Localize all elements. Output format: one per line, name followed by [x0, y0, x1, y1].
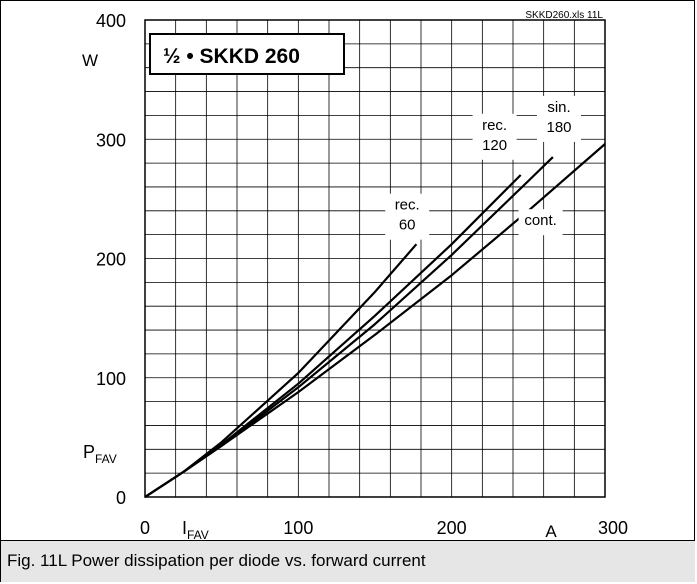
x-tick-label: 200: [437, 518, 467, 538]
series-label: rec.: [482, 117, 507, 134]
y-tick-label: 400: [96, 11, 126, 31]
series-line-rec-60: [144, 243, 418, 498]
series-label-background: [385, 193, 430, 240]
series-label: 60: [399, 217, 416, 234]
chart-title: ½ • SKKD 260: [163, 45, 300, 68]
plot-area-border: [144, 19, 606, 498]
x-axis-label-subscript: FAV: [187, 528, 209, 540]
x-tick-label: 100: [283, 518, 313, 538]
series-label: rec.: [395, 197, 420, 214]
y-tick-label: 100: [96, 369, 126, 389]
series-group: [144, 143, 606, 498]
y-tick-label: 200: [96, 250, 126, 270]
y-tick-label: 300: [96, 130, 126, 150]
grid: [144, 19, 606, 498]
x-tick-label: 300: [598, 518, 628, 538]
title-box: [149, 33, 345, 75]
axis-ticks: 0 100 200 300 400 0 100 200 300: [96, 11, 628, 538]
series-label-background: [472, 113, 517, 160]
figure-caption: Fig. 11L Power dissipation per diode vs.…: [7, 551, 426, 570]
y-unit-label: W: [82, 51, 98, 70]
y-tick-label: 0: [116, 488, 126, 508]
series-label-background: [518, 209, 563, 236]
x-tick-label: 0: [140, 518, 150, 538]
x-unit-label: A: [545, 522, 557, 540]
y-axis-label-subscript: FAV: [95, 452, 117, 466]
series-line-cont: [144, 143, 606, 498]
series-label: 180: [546, 119, 571, 136]
series-label-background: [537, 95, 581, 142]
series-labels: cont. sin. 180 rec. 120 rec. 60: [385, 95, 581, 240]
x-axis-label: IFAV: [182, 518, 209, 540]
series-label: 120: [482, 137, 507, 154]
caption-bar: Fig. 11L Power dissipation per diode vs.…: [1, 540, 695, 582]
y-axis-label: PFAV: [83, 442, 117, 466]
series-label: cont.: [524, 212, 557, 229]
file-label: SKKD260.xls 11L: [525, 10, 603, 21]
series-label: sin.: [547, 99, 570, 116]
